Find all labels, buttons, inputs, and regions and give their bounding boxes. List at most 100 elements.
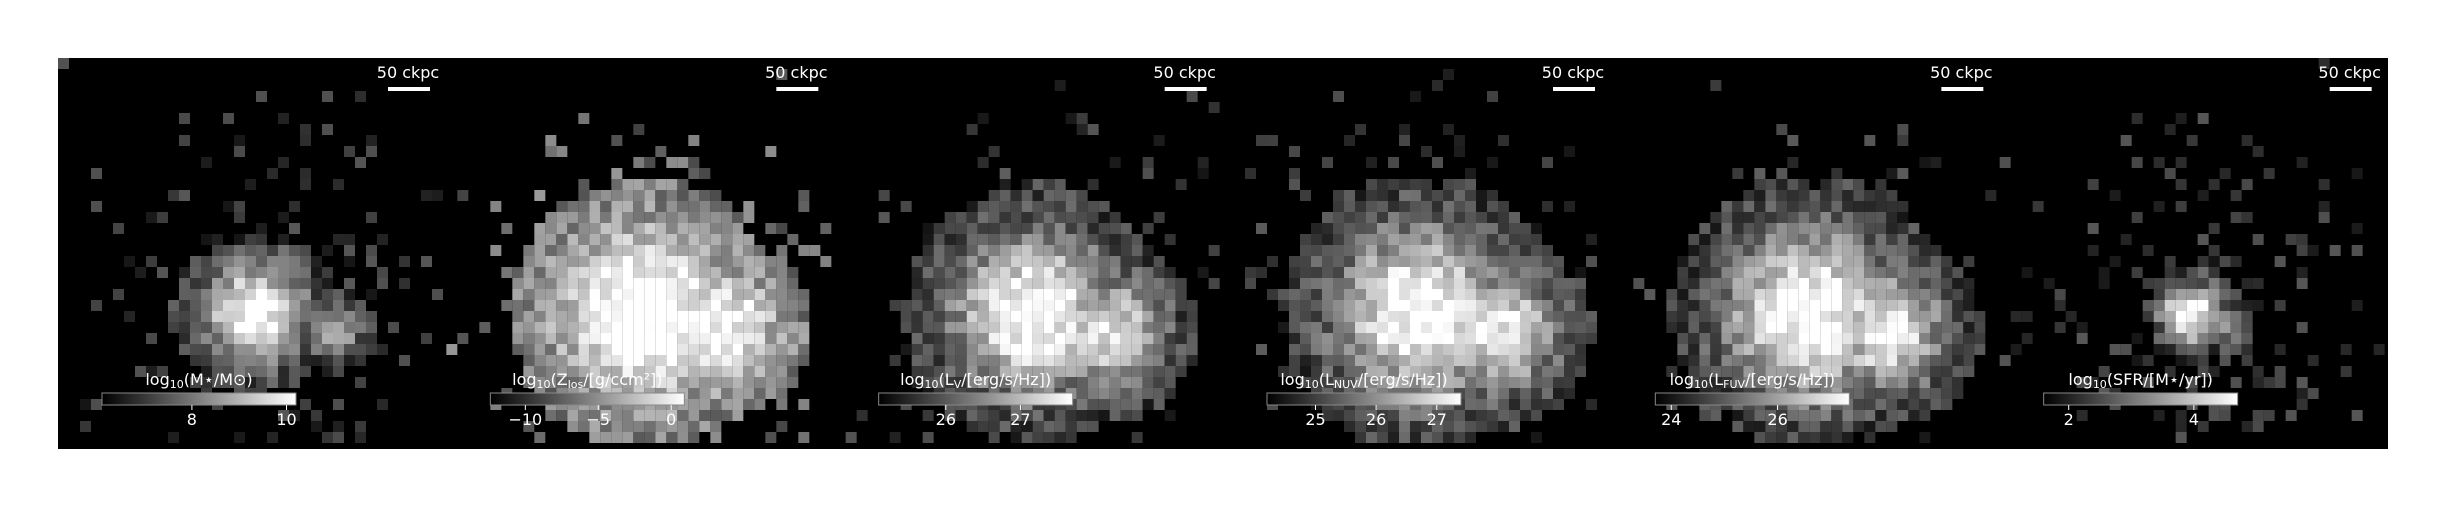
- pixel: [988, 333, 1000, 344]
- colorbar-tick-label: 26: [936, 410, 956, 429]
- pixel: [344, 300, 355, 311]
- pixel: [1864, 212, 1876, 223]
- pixel: [1820, 212, 1832, 223]
- pixel: [600, 234, 612, 245]
- pixel: [1897, 267, 1909, 278]
- pixel: [2131, 212, 2143, 223]
- pixel: [567, 366, 579, 377]
- pixel: [1399, 256, 1410, 267]
- pixel: [710, 388, 722, 399]
- pixel: [1941, 366, 1953, 377]
- pixel: [567, 201, 579, 212]
- pixel: [1344, 245, 1355, 256]
- pixel: [300, 344, 311, 355]
- pixel: [1010, 201, 1022, 212]
- pixel: [1098, 322, 1110, 333]
- pixel: [190, 311, 201, 322]
- pixel: [567, 322, 579, 333]
- pixel: [1245, 278, 1256, 289]
- pixel: [1732, 410, 1744, 421]
- pixel: [1919, 366, 1931, 377]
- pixel: [999, 245, 1011, 256]
- pixel: [534, 256, 546, 267]
- pixel: [1344, 234, 1355, 245]
- label-text: (L: [939, 370, 954, 389]
- pixel: [278, 410, 289, 421]
- pixel: [1908, 366, 1920, 377]
- pixel: [1553, 267, 1564, 278]
- pixel: [201, 333, 212, 344]
- pixel: [1432, 311, 1443, 322]
- pixel: [1743, 322, 1755, 333]
- pixel: [1245, 267, 1256, 278]
- pixel: [666, 410, 678, 421]
- pixel: [2263, 377, 2275, 388]
- pixel: [1853, 399, 1865, 410]
- pixel: [1820, 278, 1832, 289]
- pixel: [1065, 201, 1077, 212]
- pixel: [1897, 366, 1909, 377]
- pixel: [1076, 377, 1088, 388]
- pixel: [311, 322, 322, 333]
- pixel: [1864, 432, 1876, 443]
- pixel: [977, 234, 989, 245]
- pixel: [223, 322, 234, 333]
- pixel: [1131, 278, 1143, 289]
- pixel: [1853, 179, 1865, 190]
- pixel: [1765, 256, 1777, 267]
- pixel: [1197, 267, 1209, 278]
- pixel: [1864, 223, 1876, 234]
- pixel: [1399, 355, 1410, 366]
- pixel: [1120, 344, 1132, 355]
- pixel: [988, 432, 1000, 443]
- pixel: [911, 278, 923, 289]
- pixel: [743, 267, 755, 278]
- pixel: [765, 344, 777, 355]
- pixel: [1776, 289, 1788, 300]
- pixel: [1721, 289, 1733, 300]
- pixel: [622, 355, 634, 366]
- pixel: [1076, 256, 1088, 267]
- pixel: [556, 377, 568, 388]
- pixel: [234, 289, 245, 300]
- pixel: [1886, 201, 1898, 212]
- pixel: [798, 432, 810, 443]
- pixel: [1842, 410, 1854, 421]
- pixel: [1688, 322, 1700, 333]
- pixel: [278, 366, 289, 377]
- pixel: [732, 223, 744, 234]
- pixel: [688, 289, 700, 300]
- pixel: [355, 344, 366, 355]
- pixel: [421, 190, 432, 201]
- pixel: [600, 333, 612, 344]
- pixel: [2219, 278, 2231, 289]
- pixel: [1963, 256, 1975, 267]
- pixel: [1311, 300, 1322, 311]
- pixel: [556, 289, 568, 300]
- pixel: [1864, 421, 1876, 432]
- pixel: [1421, 432, 1432, 443]
- pixel: [1454, 256, 1465, 267]
- pixel: [1765, 245, 1777, 256]
- pixel: [1886, 344, 1898, 355]
- pixel: [1930, 355, 1942, 366]
- pixel: [1142, 168, 1154, 179]
- pixel: [1842, 190, 1854, 201]
- pixel: [933, 256, 945, 267]
- pixel: [1120, 300, 1132, 311]
- pixel: [1476, 212, 1487, 223]
- pixel: [1377, 322, 1388, 333]
- scale-label: 50 ckpc: [377, 63, 439, 82]
- pixel: [1974, 344, 1986, 355]
- pixel: [1831, 355, 1843, 366]
- pixel: [2351, 223, 2363, 234]
- pixel: [1197, 168, 1209, 179]
- pixel: [1131, 300, 1143, 311]
- pixel: [256, 234, 267, 245]
- pixel: [1076, 289, 1088, 300]
- pixel: [2164, 278, 2176, 289]
- pixel: [1974, 322, 1986, 333]
- pixel: [212, 344, 223, 355]
- pixel: [1076, 311, 1088, 322]
- pixel: [1043, 289, 1055, 300]
